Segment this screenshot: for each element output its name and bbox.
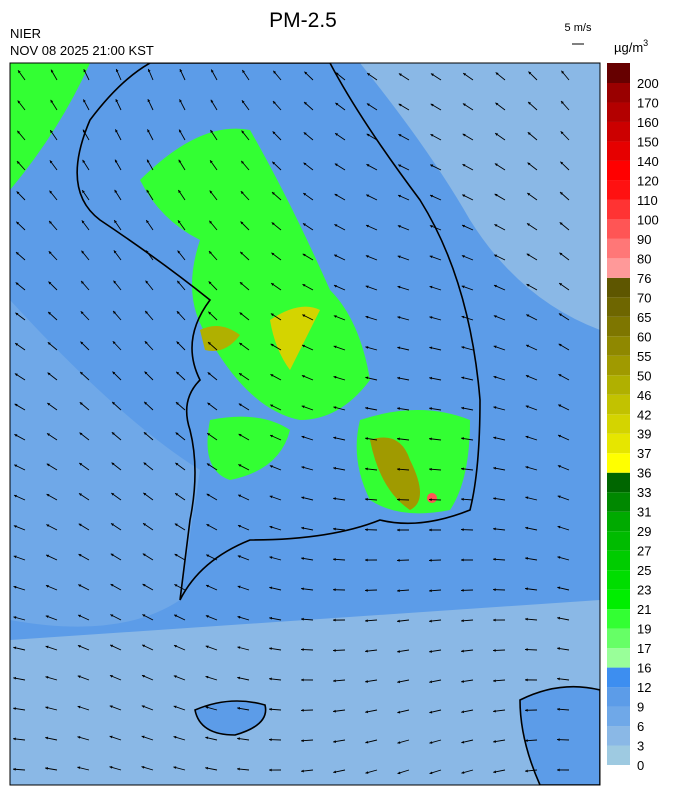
colorbar-label: 29 — [637, 524, 651, 539]
map — [10, 63, 600, 785]
colorbar-segment — [607, 453, 630, 472]
colorbar-segment — [607, 63, 630, 83]
title: PM-2.5 — [269, 9, 337, 32]
colorbar-segment — [607, 609, 630, 628]
colorbar-label: 3 — [637, 739, 644, 754]
colorbar-label: 50 — [637, 368, 651, 383]
colorbar-segment — [607, 239, 630, 258]
colorbar-label: 76 — [637, 271, 651, 286]
colorbar-segment — [607, 570, 630, 589]
colorbar-label: 80 — [637, 251, 651, 266]
colorbar-segment — [607, 434, 630, 453]
colorbar-segment — [607, 473, 630, 492]
colorbar-label: 140 — [637, 154, 659, 169]
colorbar-segment — [607, 746, 630, 765]
colorbar-label: 90 — [637, 232, 651, 247]
colorbar-segment — [607, 258, 630, 277]
colorbar-label: 70 — [637, 290, 651, 305]
colorbar-label: 100 — [637, 212, 659, 227]
colorbar-segment — [607, 590, 630, 609]
colorbar-label: 170 — [637, 95, 659, 110]
red-hotspot — [427, 493, 437, 503]
colorbar-label: 27 — [637, 544, 651, 559]
colorbar-label: 150 — [637, 134, 659, 149]
colorbar-segment — [607, 375, 630, 394]
colorbar-label: 42 — [637, 407, 651, 422]
colorbar-segment — [607, 180, 630, 199]
colorbar-label: 160 — [637, 115, 659, 130]
colorbar-segment — [607, 161, 630, 180]
colorbar-label: 46 — [637, 388, 651, 403]
colorbar-label: 0 — [637, 758, 644, 773]
colorbar-label: 9 — [637, 700, 644, 715]
colorbar-segment — [607, 317, 630, 336]
agency: NIER — [10, 26, 41, 41]
colorbar-segment — [607, 356, 630, 375]
colorbar-segment — [607, 707, 630, 726]
colorbar-label: 21 — [637, 602, 651, 617]
colorbar-label: 16 — [637, 661, 651, 676]
wind-scale: 5 m/s — [565, 22, 592, 34]
colorbar-segment — [607, 297, 630, 316]
timestamp: NOV 08 2025 21:00 KST — [10, 43, 154, 58]
colorbar-segment — [607, 531, 630, 550]
colorbar-label: 110 — [637, 193, 658, 208]
colorbar-segment — [607, 122, 630, 141]
colorbar-label: 60 — [637, 329, 651, 344]
colorbar-label: 25 — [637, 563, 651, 578]
colorbar-segment — [607, 102, 630, 121]
colorbar-label: 65 — [637, 310, 651, 325]
colorbar-label: 17 — [637, 641, 651, 656]
colorbar-label: 200 — [637, 76, 659, 91]
colorbar-segment — [607, 395, 630, 414]
colorbar-segment — [607, 492, 630, 511]
colorbar-segment — [607, 336, 630, 355]
colorbar-segment — [607, 648, 630, 667]
colorbar-label: 19 — [637, 622, 651, 637]
colorbar-segment — [607, 200, 630, 219]
unit: µg/m3 — [614, 38, 648, 55]
colorbar-segment — [607, 278, 630, 297]
colorbar-segment — [607, 551, 630, 570]
colorbar-label: 37 — [637, 446, 651, 461]
colorbar-segment — [607, 512, 630, 531]
colorbar-label: 12 — [637, 680, 651, 695]
colorbar-label: 55 — [637, 349, 651, 364]
colorbar-segment — [607, 668, 630, 687]
colorbar-segment — [607, 687, 630, 706]
colorbar-segment — [607, 414, 630, 433]
colorbar-segment — [607, 219, 630, 238]
colorbar: 0369121617192123252729313336373942465055… — [607, 63, 659, 773]
colorbar-label: 31 — [637, 505, 651, 520]
colorbar-segment — [607, 629, 630, 648]
colorbar-segment — [607, 83, 630, 102]
colorbar-label: 33 — [637, 485, 651, 500]
colorbar-label: 120 — [637, 173, 659, 188]
colorbar-segment — [607, 726, 630, 745]
colorbar-segment — [607, 141, 630, 160]
colorbar-label: 23 — [637, 583, 651, 598]
colorbar-label: 6 — [637, 719, 644, 734]
colorbar-label: 36 — [637, 466, 651, 481]
colorbar-label: 39 — [637, 427, 651, 442]
